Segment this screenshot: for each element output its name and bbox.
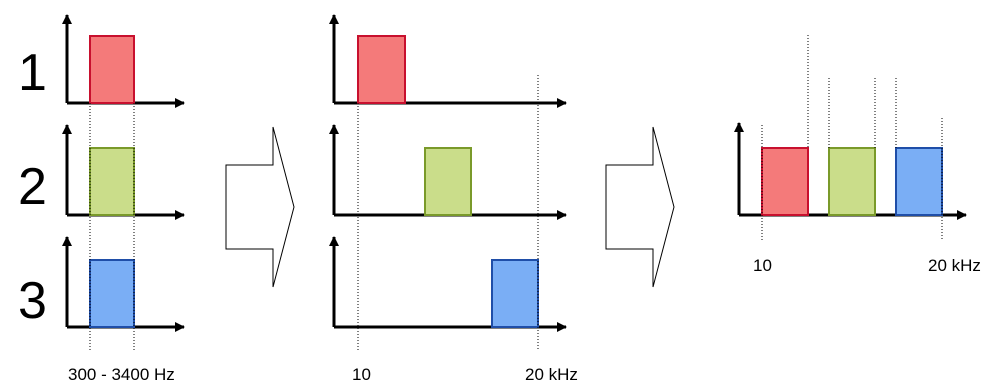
channel-2-number: 2 xyxy=(18,158,47,216)
combined-low-label: 10 xyxy=(753,256,772,275)
channel-2-combined-band xyxy=(828,147,876,216)
channel-3-combined-band xyxy=(895,147,943,216)
channel-2-baseband-band xyxy=(89,147,135,216)
combined-high-label: 20 kHz xyxy=(928,256,981,275)
shifted-high-label: 20 kHz xyxy=(525,365,578,383)
baseband-guides xyxy=(89,103,135,350)
channel-3-number: 3 xyxy=(18,272,47,330)
channel-3-baseband-band xyxy=(89,259,135,328)
channel-1-baseband-band xyxy=(89,35,135,104)
channel-3-shifted-band xyxy=(491,259,539,328)
channel-1-shifted-band xyxy=(357,35,406,104)
channel-1-combined-band xyxy=(761,147,809,216)
shifted-guides xyxy=(357,75,539,350)
modulation-arrow xyxy=(225,126,295,288)
multiplexing-arrow xyxy=(605,126,675,288)
channel-1-number: 1 xyxy=(18,44,47,102)
shifted-low-label: 10 xyxy=(352,365,371,383)
combined-guides xyxy=(761,35,943,240)
channel-2-shifted-band xyxy=(424,147,472,216)
baseband-range-label: 300 - 3400 Hz xyxy=(68,365,175,383)
